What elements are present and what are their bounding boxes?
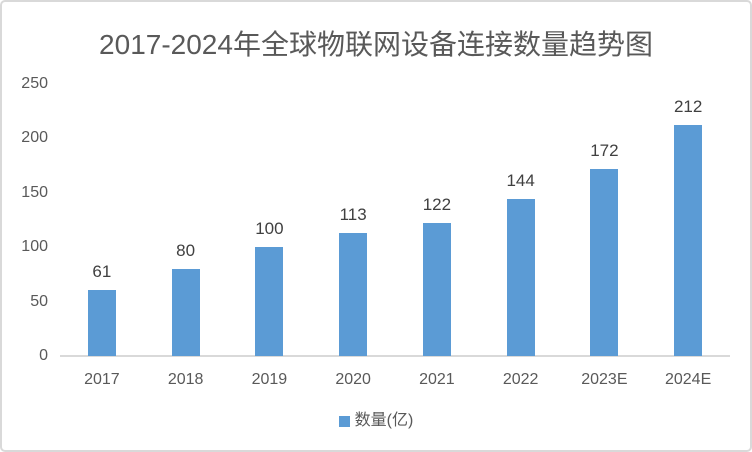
- bar-value-label: 100: [255, 219, 284, 239]
- bar-value-label: 212: [673, 97, 703, 117]
- bar: [674, 125, 703, 356]
- y-axis-tick-label: 100: [21, 238, 48, 256]
- bar: [255, 247, 284, 356]
- bar-value-label: 113: [339, 205, 367, 225]
- bar: [422, 223, 451, 356]
- x-axis-category-label: 2017: [84, 371, 120, 388]
- x-axis-line: [60, 355, 730, 357]
- bar-value-label: 80: [176, 240, 196, 260]
- bar: [339, 233, 368, 356]
- x-axis-category-label: 2021: [419, 371, 455, 388]
- y-axis-tick-label: 150: [21, 183, 48, 201]
- legend-swatch-icon: [338, 415, 350, 427]
- y-axis-tick-label: 0: [39, 347, 48, 364]
- bar: [506, 199, 535, 356]
- x-axis-category-label: 2020: [335, 371, 371, 388]
- x-axis-category-label: 2019: [251, 371, 288, 388]
- bar-value-label: 61: [92, 261, 112, 281]
- bar-value-label: 172: [590, 140, 619, 160]
- y-axis-tick-label: 50: [30, 292, 48, 310]
- x-axis-category-label: 2024E: [664, 371, 712, 388]
- y-axis-tick-label: 200: [21, 129, 48, 147]
- chart-title: 2017-2024年全球物联网设备连接数量趋势图: [99, 29, 653, 60]
- bar: [590, 168, 619, 356]
- x-axis-category-label: 2023E: [581, 371, 628, 388]
- x-axis-category-label: 2022: [502, 371, 539, 388]
- legend: 数量(亿): [2, 413, 750, 429]
- bar-value-label: 122: [422, 195, 452, 215]
- x-axis-category-label: 2018: [167, 371, 204, 388]
- y-axis-tick-label: 250: [21, 75, 48, 92]
- bar: [87, 289, 116, 356]
- bar: [171, 268, 200, 356]
- bar-value-label: 144: [506, 171, 535, 191]
- legend-label: 数量(亿): [354, 412, 414, 429]
